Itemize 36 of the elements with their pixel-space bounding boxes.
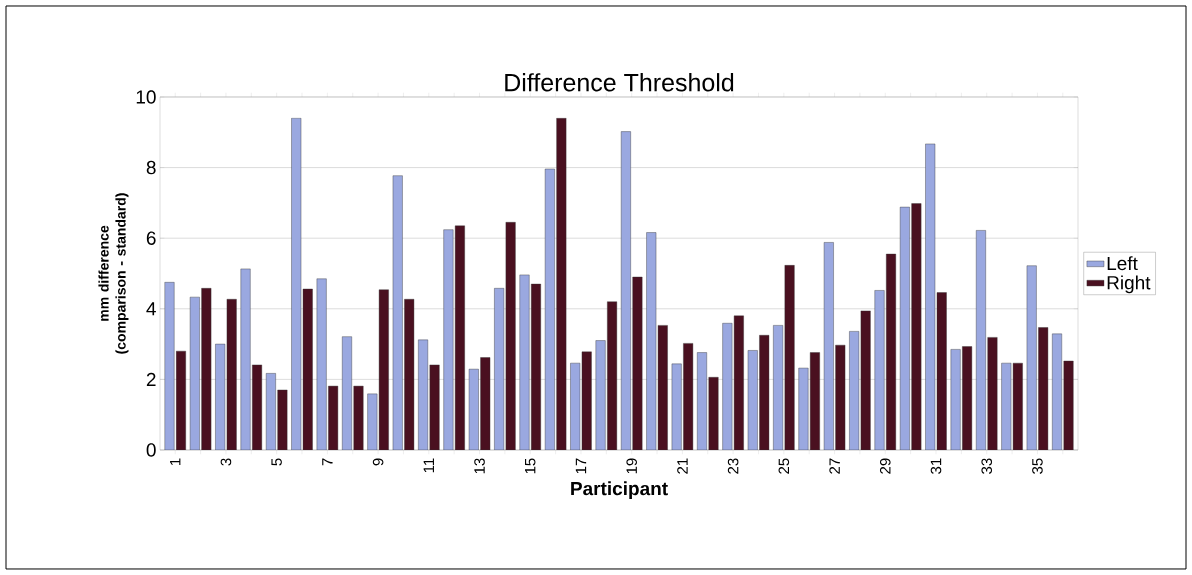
bar [874,290,885,450]
y-tick-label: 8 [146,160,156,175]
bar [519,274,530,450]
x-tick-label: 35 [1032,458,1043,474]
x-tick-label: 17 [575,458,587,474]
x-tick-label: 1 [170,458,181,465]
chart-title: Difference Threshold [505,73,734,92]
y-axis-title: mm difference (comparison - standard) [98,193,129,354]
x-tick-label: 27 [829,458,840,474]
x-tick-label: 11 [423,458,434,473]
x-tick-label: 3 [220,458,232,466]
y-tick-label: 4 [146,302,156,316]
x-tick-label: 15 [525,458,536,474]
x-tick-label: 7 [322,458,333,466]
x-axis-title: Participant [571,481,668,500]
x-tick-label: 31 [930,458,942,474]
x-tick-label: 23 [727,458,739,474]
y-tick-label: 6 [146,231,156,245]
x-tick-label: 29 [879,458,891,474]
legend-label: Left [1107,256,1138,271]
x-tick-label: 25 [778,458,790,474]
bar [595,340,606,450]
legend-label: Right [1107,275,1151,294]
bar [240,268,251,450]
x-tick-label: 13 [474,458,485,474]
x-tick-label: 5 [271,458,282,466]
bar [443,229,454,450]
y-tick-label: 0 [146,443,156,457]
x-tick-label: 19 [626,458,637,474]
bar [798,367,809,450]
x-tick-label: 33 [981,458,993,474]
bar [164,282,175,450]
x-tick-label: 9 [372,458,384,466]
x-tick-label: 21 [677,458,688,474]
y-tick-label: 2 [146,372,156,387]
y-tick-label: 10 [136,90,156,104]
